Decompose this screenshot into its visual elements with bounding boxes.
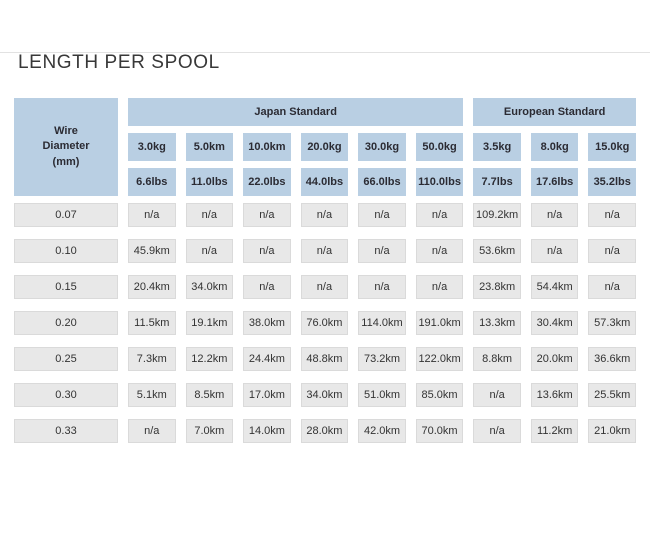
kg-header-cell: 3.5kg xyxy=(473,133,521,161)
value-cell: 30.4km xyxy=(530,311,579,335)
value-cell: 17.0km xyxy=(243,383,291,407)
diameter-cell: 0.30 xyxy=(14,383,118,407)
kg-header-cell: 20.0kg xyxy=(300,133,349,161)
lbs-header-cell: 22.0lbs xyxy=(243,168,291,196)
value-cell: 73.2km xyxy=(358,347,406,371)
value-cell: n/a xyxy=(300,275,349,299)
value-cell: 5.1km xyxy=(128,383,176,407)
value-cell: 11.5km xyxy=(128,311,176,335)
kg-header-cell: 3.0kg xyxy=(128,133,176,161)
lbs-header-cell: 44.0lbs xyxy=(300,168,349,196)
page-title: LENGTH PER SPOOL xyxy=(18,52,220,73)
lbs-header-cell: 110.0lbs xyxy=(415,168,464,196)
value-cell: 13.6km xyxy=(530,383,579,407)
value-cell: n/a xyxy=(243,239,291,263)
value-cell: 19.1km xyxy=(185,311,234,335)
value-cell: 23.8km xyxy=(473,275,521,299)
value-cell: n/a xyxy=(588,203,636,227)
value-cell: n/a xyxy=(530,203,579,227)
value-cell: 45.9km xyxy=(128,239,176,263)
lbs-header-cell: 66.0lbs xyxy=(358,168,406,196)
top-divider xyxy=(0,52,650,53)
value-cell: 36.6km xyxy=(588,347,636,371)
value-cell: n/a xyxy=(300,239,349,263)
value-cell: n/a xyxy=(243,275,291,299)
value-cell: n/a xyxy=(588,239,636,263)
value-cell: n/a xyxy=(530,239,579,263)
kg-header-cell: 8.0kg xyxy=(530,133,579,161)
value-cell: 85.0km xyxy=(415,383,464,407)
kg-header-cell: 15.0kg xyxy=(588,133,636,161)
value-cell: 25.5km xyxy=(588,383,636,407)
group-header-japan: Japan Standard xyxy=(128,98,464,126)
kg-header-cell: 5.0km xyxy=(185,133,234,161)
value-cell: n/a xyxy=(185,239,234,263)
corner-header-line: Wire xyxy=(54,124,78,137)
value-cell: 20.0km xyxy=(530,347,579,371)
value-cell: n/a xyxy=(473,383,521,407)
value-cell: 7.0km xyxy=(185,419,234,443)
value-cell: 8.5km xyxy=(185,383,234,407)
value-cell: 76.0km xyxy=(300,311,349,335)
diameter-cell: 0.10 xyxy=(14,239,118,263)
value-cell: n/a xyxy=(128,419,176,443)
value-cell: n/a xyxy=(473,419,521,443)
value-cell: 24.4km xyxy=(243,347,291,371)
kg-header-cell: 30.0kg xyxy=(358,133,406,161)
value-cell: n/a xyxy=(243,203,291,227)
value-cell: 191.0km xyxy=(415,311,464,335)
diameter-cell: 0.33 xyxy=(14,419,118,443)
value-cell: n/a xyxy=(300,203,349,227)
value-cell: 34.0km xyxy=(300,383,349,407)
value-cell: 7.3km xyxy=(128,347,176,371)
value-cell: n/a xyxy=(358,275,406,299)
value-cell: 57.3km xyxy=(588,311,636,335)
value-cell: n/a xyxy=(588,275,636,299)
value-cell: n/a xyxy=(185,203,234,227)
value-cell: 114.0km xyxy=(358,311,406,335)
value-cell: 51.0km xyxy=(358,383,406,407)
group-header-european: European Standard xyxy=(473,98,636,126)
value-cell: n/a xyxy=(358,239,406,263)
value-cell: n/a xyxy=(358,203,406,227)
lbs-header-cell: 11.0lbs xyxy=(185,168,234,196)
value-cell: 42.0km xyxy=(358,419,406,443)
value-cell: 21.0km xyxy=(588,419,636,443)
diameter-cell: 0.25 xyxy=(14,347,118,371)
value-cell: 38.0km xyxy=(243,311,291,335)
lbs-header-cell: 6.6lbs xyxy=(128,168,176,196)
kg-header-cell: 10.0km xyxy=(243,133,291,161)
value-cell: 8.8km xyxy=(473,347,521,371)
value-cell: 11.2km xyxy=(530,419,579,443)
kg-header-cell: 50.0kg xyxy=(415,133,464,161)
value-cell: 34.0km xyxy=(185,275,234,299)
value-cell: 28.0km xyxy=(300,419,349,443)
corner-header-line: (mm) xyxy=(52,155,80,168)
value-cell: n/a xyxy=(415,239,464,263)
value-cell: n/a xyxy=(415,203,464,227)
value-cell: n/a xyxy=(415,275,464,299)
value-cell: 122.0km xyxy=(415,347,464,371)
diameter-cell: 0.20 xyxy=(14,311,118,335)
value-cell: 14.0km xyxy=(243,419,291,443)
lbs-header-cell: 35.2lbs xyxy=(588,168,636,196)
diameter-cell: 0.07 xyxy=(14,203,118,227)
value-cell: 109.2km xyxy=(473,203,521,227)
value-cell: 54.4km xyxy=(530,275,579,299)
corner-header-line: Diameter xyxy=(42,140,90,153)
corner-header-wire-diameter: Wire Diameter (mm) xyxy=(14,98,118,196)
lbs-header-cell: 17.6lbs xyxy=(530,168,579,196)
diameter-cell: 0.15 xyxy=(14,275,118,299)
value-cell: 12.2km xyxy=(185,347,234,371)
value-cell: 53.6km xyxy=(473,239,521,263)
value-cell: 13.3km xyxy=(473,311,521,335)
lbs-header-cell: 7.7lbs xyxy=(473,168,521,196)
spool-table: Wire Diameter (mm) Japan Standard Europea… xyxy=(14,98,636,455)
value-cell: 20.4km xyxy=(128,275,176,299)
value-cell: n/a xyxy=(128,203,176,227)
value-cell: 48.8km xyxy=(300,347,349,371)
value-cell: 70.0km xyxy=(415,419,464,443)
